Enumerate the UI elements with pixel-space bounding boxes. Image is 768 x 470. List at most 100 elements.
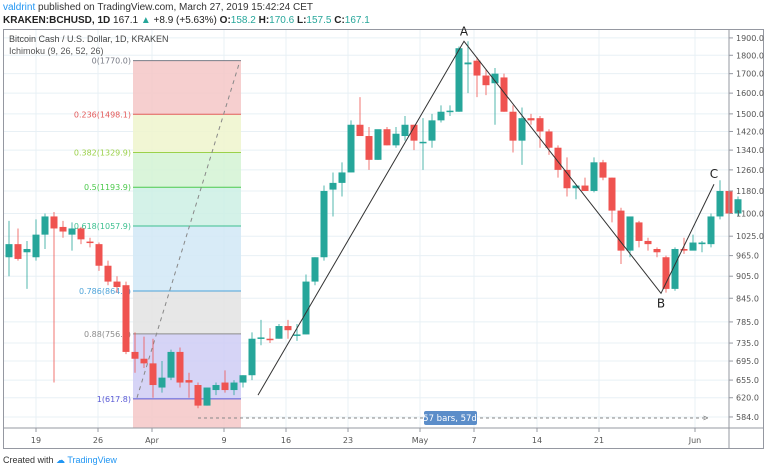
wave-label: C — [710, 167, 718, 181]
low-value: 157.5 — [306, 15, 332, 26]
candle — [23, 248, 31, 253]
candle — [356, 124, 364, 137]
candle — [302, 281, 310, 335]
price-axis-label: 785.0 — [736, 318, 759, 327]
candle — [365, 136, 373, 160]
price-axis-label: 845.0 — [736, 294, 759, 303]
candle — [545, 131, 553, 148]
candle — [158, 377, 166, 388]
candle — [653, 248, 661, 253]
candle — [500, 77, 508, 112]
open-label: O: — [219, 15, 231, 26]
candle — [122, 285, 130, 352]
time-axis-label: 7 — [471, 436, 476, 445]
candle — [626, 216, 634, 251]
candle — [86, 241, 94, 244]
wave-label: B — [657, 296, 665, 310]
fib-level-label: 0.618(1057.9) — [74, 222, 131, 231]
price-axis-label: 1700.0 — [736, 70, 764, 79]
tradingview-logo-icon: ☁ — [56, 455, 66, 465]
candle — [590, 162, 598, 191]
candle — [707, 216, 715, 245]
candle — [113, 281, 121, 288]
candle — [95, 244, 103, 266]
time-axis-label: 19 — [31, 436, 41, 445]
tradingview-brand-link[interactable]: TradingView — [67, 455, 117, 465]
price-axis-label: 1260.0 — [736, 166, 764, 175]
candle — [194, 385, 202, 406]
fib-level-label: 0(1770.0) — [92, 57, 131, 66]
candle — [59, 226, 67, 232]
candle — [554, 147, 562, 170]
candle — [68, 228, 76, 235]
price-axis-label: 1500.0 — [736, 110, 764, 119]
candle — [608, 177, 616, 211]
time-axis-label: 23 — [343, 436, 353, 445]
price-axis-label: 620.0 — [736, 394, 759, 403]
candle — [311, 257, 319, 282]
candle — [599, 162, 607, 178]
candle — [482, 75, 490, 86]
candle — [581, 185, 589, 191]
publisher-user-link[interactable]: valdrint — [3, 2, 36, 13]
fib-zone — [133, 187, 241, 227]
time-axis-label: 26 — [93, 436, 103, 445]
candle — [464, 62, 472, 65]
candle — [644, 240, 652, 245]
fib-level-label: 0.236(1498.1) — [74, 110, 131, 119]
wave-label: A — [460, 24, 469, 38]
time-axis-label: 9 — [221, 436, 226, 445]
candle — [167, 351, 175, 378]
candle — [698, 242, 706, 245]
candle — [14, 244, 22, 259]
candle — [473, 60, 481, 76]
candle — [527, 118, 535, 121]
candle — [662, 257, 670, 289]
fib-zone — [133, 290, 241, 334]
price-axis-label: 1340.0 — [736, 146, 764, 155]
low-label: L: — [296, 15, 307, 26]
candle — [563, 169, 571, 189]
candle — [734, 199, 742, 214]
time-axis-label: Apr — [145, 436, 160, 445]
candle — [32, 234, 40, 258]
price-axis-label: 905.0 — [736, 272, 759, 281]
candle — [239, 375, 247, 383]
candle — [212, 385, 220, 391]
candle — [410, 124, 418, 141]
candle — [5, 244, 13, 258]
price-axis-label: 1900.0 — [736, 34, 764, 43]
time-axis-label: 16 — [281, 436, 291, 445]
price-axis-label: 1180.0 — [736, 187, 764, 196]
created-with-text: Created with — [3, 455, 54, 465]
candle — [491, 73, 499, 84]
price-axis-label: 965.0 — [736, 252, 759, 261]
indicator-legend[interactable]: Ichimoku (9, 26, 52, 26) — [9, 46, 104, 56]
candle — [338, 172, 346, 183]
candle — [716, 190, 724, 217]
price-axis-label: 655.0 — [736, 376, 759, 385]
svg-text:57 bars, 57d: 57 bars, 57d — [423, 414, 477, 424]
candle — [392, 133, 400, 146]
candle — [77, 228, 85, 240]
candle — [437, 111, 445, 121]
chart-legend-title: Bitcoin Cash / U.S. Dollar, 1D, KRAKEN — [9, 34, 169, 44]
fib-level-label: 0.5(1193.9) — [84, 183, 131, 192]
candle — [635, 222, 643, 241]
candle — [572, 185, 580, 189]
price-axis-label: 584.0 — [736, 413, 759, 422]
candle — [689, 242, 697, 251]
candle — [41, 216, 49, 235]
measure-badge — [424, 411, 477, 425]
candle — [230, 382, 238, 391]
time-axis-label: 21 — [594, 436, 604, 445]
candle — [509, 111, 517, 141]
candle — [329, 182, 337, 190]
candle — [149, 363, 157, 386]
candle — [185, 380, 193, 383]
candle — [428, 120, 436, 141]
candle — [104, 265, 112, 282]
candle — [617, 210, 625, 251]
time-axis-label: 14 — [532, 436, 542, 445]
